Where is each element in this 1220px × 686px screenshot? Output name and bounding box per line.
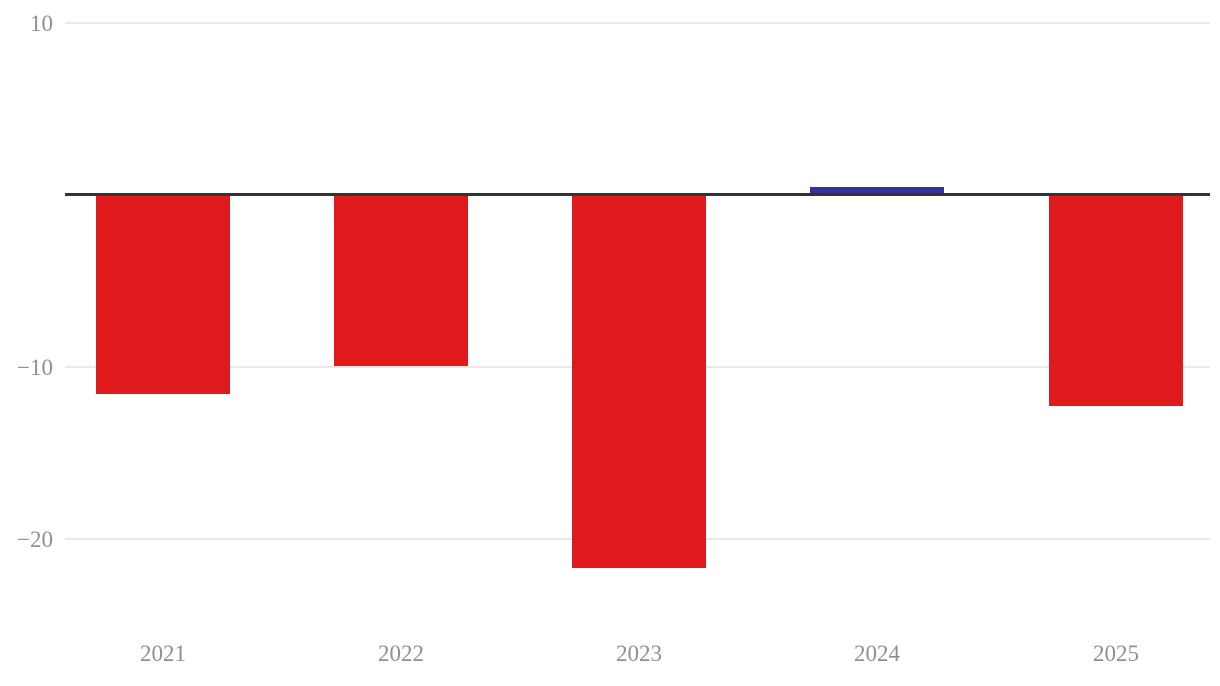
bar-2023 <box>572 196 706 568</box>
x-axis-tick-label-2024: 2024 <box>854 641 900 666</box>
x-axis-tick-label-2022: 2022 <box>378 641 424 666</box>
bar-2022 <box>334 196 468 366</box>
bar-2024 <box>810 187 944 193</box>
x-axis-tick-label-2023: 2023 <box>616 641 662 666</box>
zero-axis-line <box>65 193 1210 196</box>
y-axis-tick-label: −20 <box>17 527 53 552</box>
y-axis-tick-label: 10 <box>30 11 53 36</box>
bar-2021 <box>96 196 230 394</box>
gridline-10 <box>65 22 1210 24</box>
bar-2025 <box>1049 196 1183 406</box>
x-axis-tick-label-2025: 2025 <box>1093 641 1139 666</box>
y-axis-tick-label: −10 <box>17 355 53 380</box>
x-axis-tick-label-2021: 2021 <box>140 641 186 666</box>
